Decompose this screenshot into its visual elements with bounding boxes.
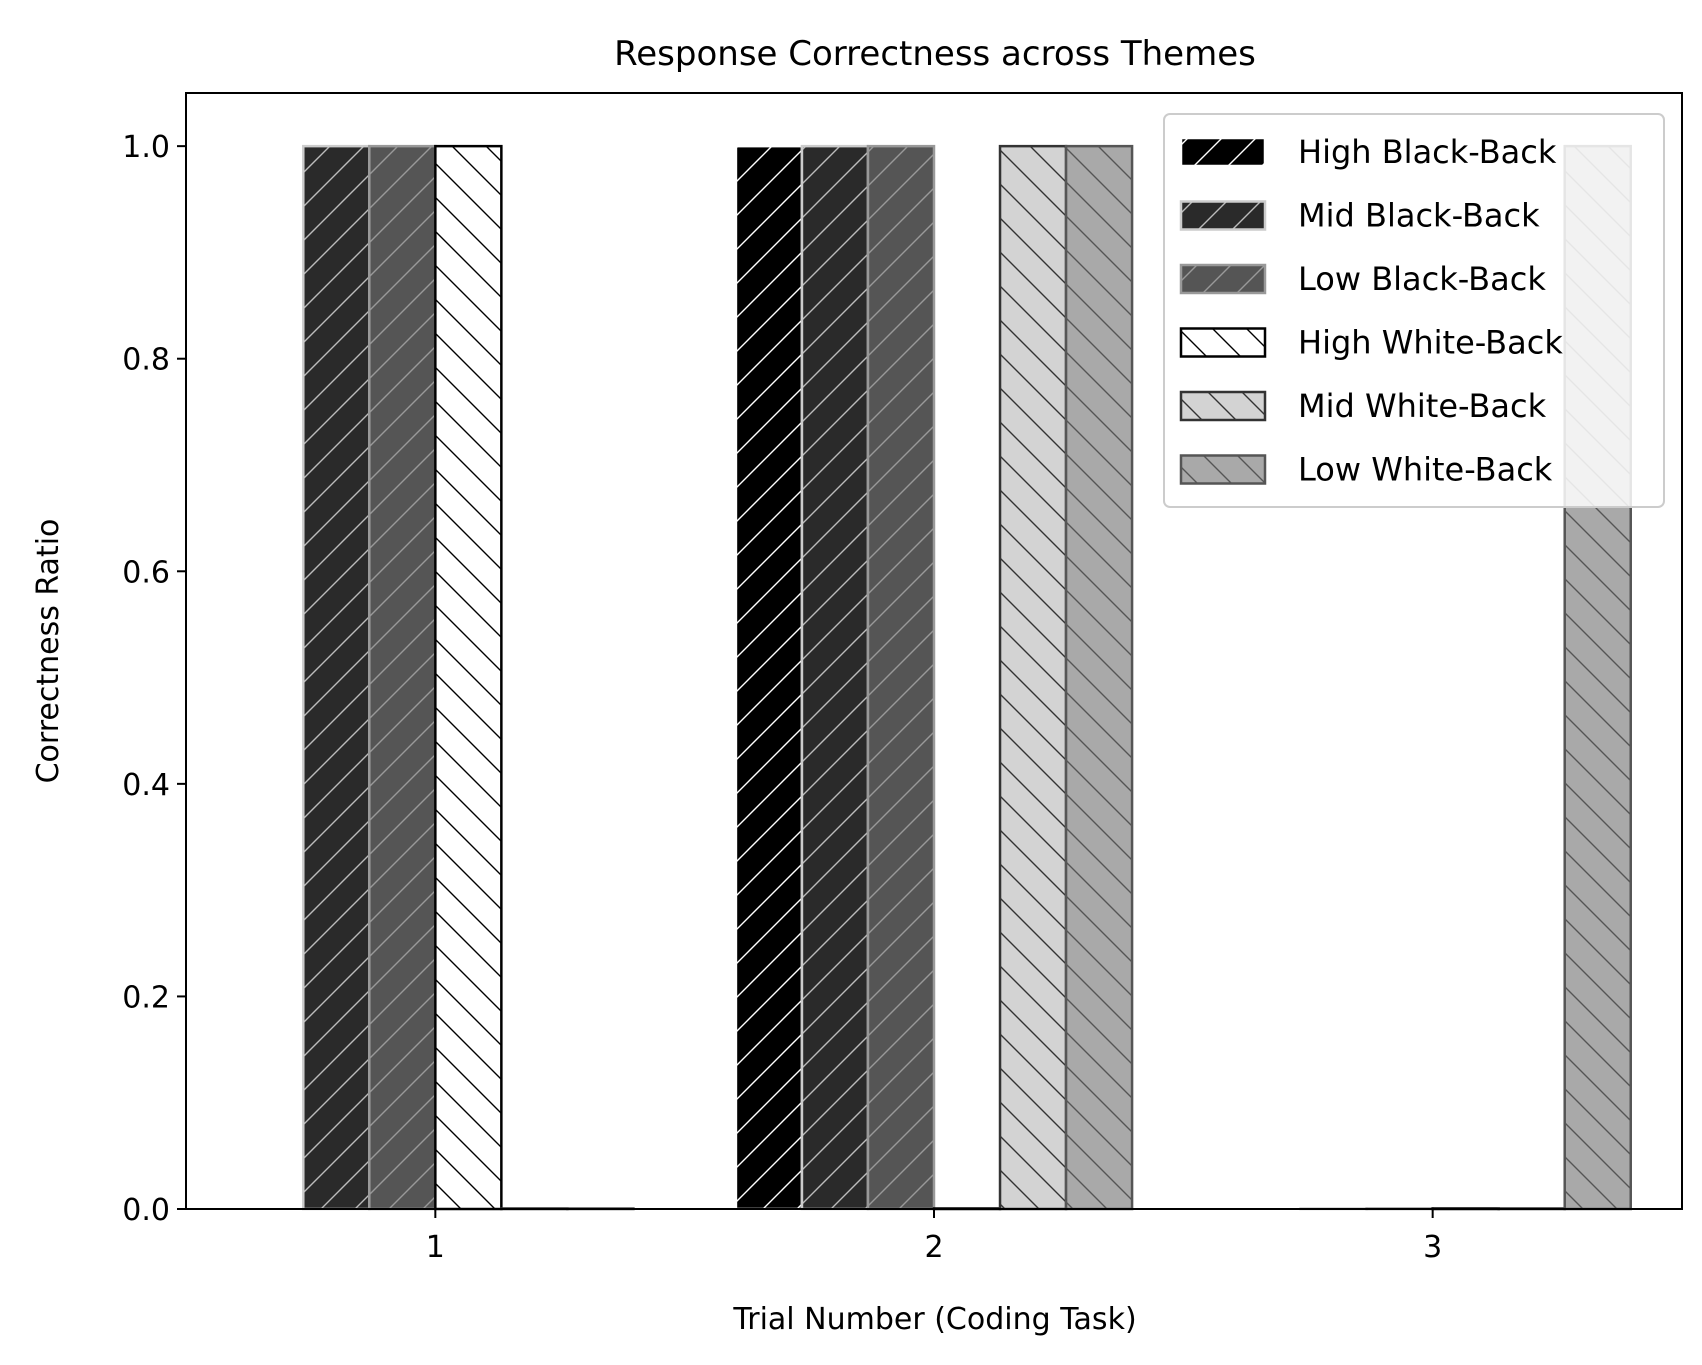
legend-label: Low Black-Back [1298,260,1546,298]
legend-label: High White-Back [1298,324,1563,362]
y-tick-label: 1.0 [122,130,170,165]
legend-label: Low White-Back [1298,451,1553,489]
legend-swatch [1179,327,1267,358]
legend-swatch [1179,390,1267,422]
x-axis-label: Trial Number (Coding Task) [732,1302,1136,1337]
x-tick-label: 3 [1423,1230,1442,1265]
legend-swatch [1179,136,1267,168]
legend-box [1163,113,1665,508]
y-tick-label: 0.8 [122,343,170,378]
bar-mid-black-back-trial-2 [800,144,870,1211]
legend: High Black-Back Mid Black-Back Low Black-B… [1163,113,1665,508]
axes-layer: 0.0 0.2 0.4 0.6 0.8 1.0 1 2 3 [122,92,1683,1265]
legend-swatch [1179,263,1267,295]
bar-mid-white-back-trial-2 [998,144,1068,1211]
chart-title: Response Correctness across Themes [614,34,1256,74]
legend-label: Mid White-Back [1298,387,1547,425]
y-tick-label: 0.0 [122,1193,170,1228]
legend-swatch [1179,454,1267,485]
bar-mid-black-back-trial-1 [302,144,371,1211]
bars-layer [236,144,1632,1211]
bar-high-black-back-trial-2 [734,144,804,1211]
legend-swatch [1179,200,1267,231]
y-tick-label: 0.2 [122,980,170,1015]
bar-low-white-back-trial-2 [1064,144,1134,1211]
y-axis-label: Correctness Ratio [31,519,66,784]
legend-label: High Black-Back [1298,133,1557,171]
y-tick-label: 0.4 [122,768,170,803]
y-tick-label: 0.6 [122,555,170,590]
bar-high-white-back-trial-1 [434,144,503,1211]
x-tick-label: 2 [924,1230,943,1265]
legend-label: Mid Black-Back [1298,197,1540,235]
bar-low-black-back-trial-1 [368,144,437,1211]
x-tick-label: 1 [426,1230,445,1265]
bar-low-black-back-trial-2 [866,144,936,1211]
